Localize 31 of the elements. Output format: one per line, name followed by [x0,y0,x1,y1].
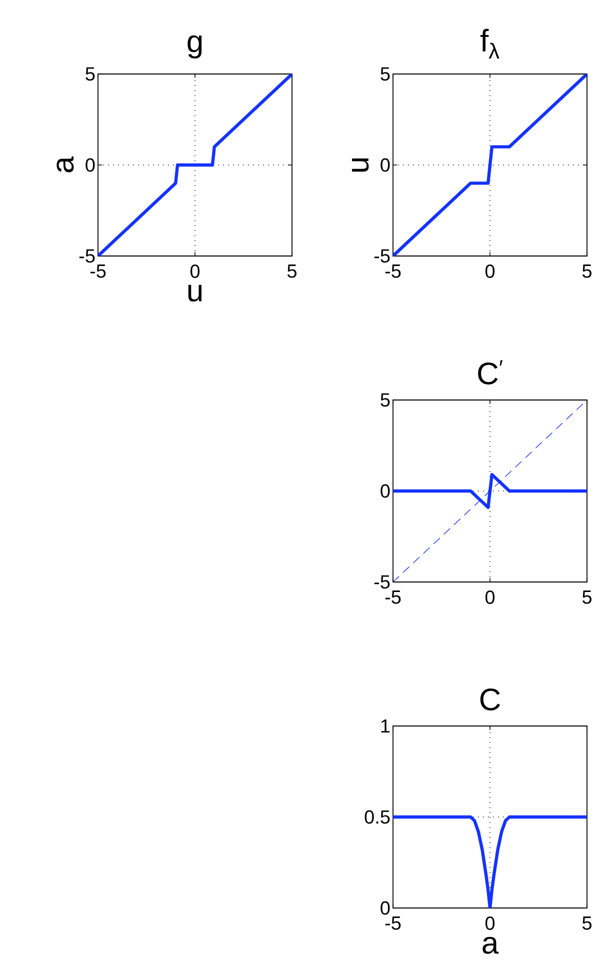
y-tick-label: 1 [381,719,390,733]
x-axis-title: a [482,936,499,954]
y-tick-label: -5 [374,249,390,263]
y-axis-title: a [56,156,74,172]
x-tick-label: 0 [190,264,200,278]
x-tick-label: 5 [582,590,592,604]
y-tick-label: 0 [380,158,390,172]
x-tick-label: 0 [485,916,495,930]
y-tick-label: -5 [374,575,390,589]
y-tick-label: 5 [380,393,390,407]
y-tick-label: 0 [380,901,390,915]
y-axis-title: u [352,158,369,172]
chart-title: g [188,35,202,58]
chart-title: C [480,688,500,710]
y-tick-label: 0 [380,484,390,498]
y-tick-label: -5 [79,249,95,263]
line-series [98,74,292,256]
line-series [392,74,587,256]
line-series [392,815,587,908]
x-tick-label: 5 [582,916,592,930]
x-tick-label: 0 [485,590,495,604]
x-tick-label: 5 [287,264,296,278]
x-tick-label: 5 [582,264,592,278]
y-tick-label: 5 [86,67,95,81]
chart-title: C$^{′}$ [478,360,503,384]
chart-title: f$_{λ}$ [480,28,500,58]
y-tick-label: 0 [86,158,95,172]
x-axis-title: u [188,284,202,302]
y-tick-label: 0.5 [364,810,390,824]
x-tick-label: 0 [485,264,495,278]
y-tick-label: 5 [380,67,390,81]
